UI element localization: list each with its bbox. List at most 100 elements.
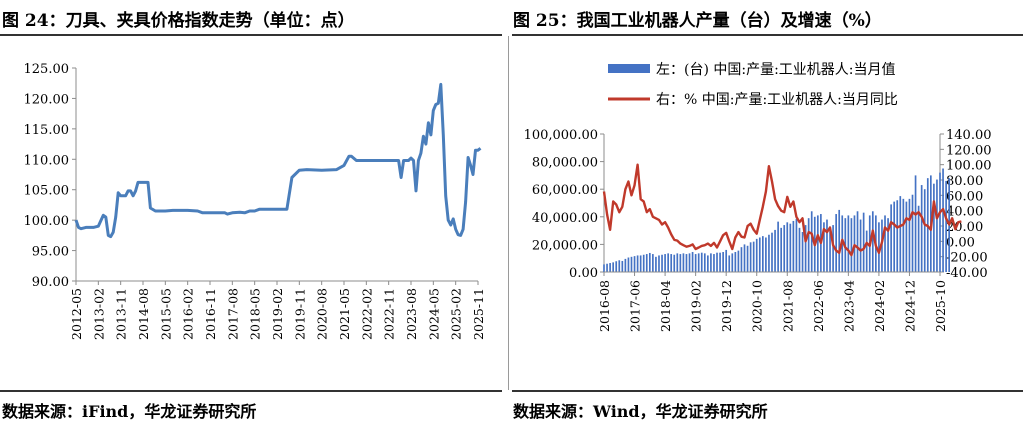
left-y-tick-label: 120.00 (24, 92, 70, 107)
production-bar (905, 201, 908, 272)
right-right-y-tick-label: 100.00 (946, 159, 992, 174)
legend-bar-swatch (608, 64, 650, 73)
production-bar (780, 227, 782, 272)
production-bar (612, 262, 614, 272)
production-bar (728, 255, 731, 272)
left-x-axis: 2012-05 2013-02 2013-11 2014-08 2015-05 2016-… (69, 280, 486, 340)
right-x-axis: 2016-08 2017-06 2018-04 2019-02 2019-12 2020-… (597, 271, 948, 332)
production-bar (917, 205, 920, 272)
production-bar (920, 185, 923, 272)
left-bottom-rule (0, 390, 502, 392)
left-y-tick-label: 115.00 (24, 123, 70, 138)
production-bar (798, 227, 801, 272)
right-x-tick-label: 2016-08 (597, 280, 612, 332)
production-bar (942, 168, 944, 272)
left-x-tick-label: 2022-02 (359, 288, 374, 340)
production-bar (758, 237, 761, 272)
production-bar (768, 234, 770, 272)
left-y-tick-label: 105.00 (24, 184, 70, 199)
production-bar (609, 263, 611, 272)
left-x-tick-label: 2023-08 (404, 288, 419, 340)
panel-divider (508, 36, 509, 390)
production-bar (829, 226, 831, 272)
right-left-y-tick-label: 20,000.00 (532, 238, 598, 253)
production-bar (655, 256, 657, 272)
left-x-tick-label: 2013-02 (91, 288, 106, 340)
right-x-tick-label: 2024-12 (902, 280, 917, 332)
left-x-tick-label: 2017-08 (225, 288, 240, 340)
production-bar (911, 194, 914, 272)
left-x-tick-label: 2025-02 (449, 288, 464, 340)
left-x-tick-label: 2019-02 (270, 288, 285, 340)
production-bar (884, 215, 886, 272)
left-x-tick-label: 2020-08 (315, 288, 330, 340)
yoy-growth-line (602, 163, 962, 257)
right-right-y-tick-label: 20.00 (946, 220, 983, 235)
left-x-tick-label: 2014-08 (136, 288, 151, 340)
right-right-y-tick-label: 140.00 (946, 128, 992, 143)
production-bar (703, 253, 706, 272)
right-x-tick-label: 2018-04 (658, 280, 673, 332)
production-bar (652, 254, 654, 272)
production-bar (801, 231, 804, 272)
production-bar (716, 252, 718, 272)
production-bar (621, 260, 624, 272)
production-bar (688, 253, 691, 272)
production-bar (737, 250, 740, 272)
left-y-tick-label: 125.00 (24, 62, 70, 77)
production-bar (713, 254, 715, 272)
production-bar (661, 254, 663, 272)
production-bar (792, 220, 795, 272)
production-bar (749, 242, 752, 272)
left-line-chart: 90.00 95.00 100.00 105.00 110.00 115.00 120.00… (24, 62, 487, 340)
production-bar (856, 211, 859, 272)
production-bar (700, 252, 703, 272)
right-right-y-axis: -40.00-20.000.0020.0040.0060.0080.00100.… (939, 128, 992, 281)
right-left-y-tick-label: 40,000.00 (532, 211, 598, 226)
production-bar (603, 264, 605, 272)
left-y-axis: 90.00 95.00 100.00 105.00 110.00 115.00 120.00… (24, 62, 77, 290)
production-bar (694, 254, 697, 272)
right-x-tick-label: 2017-06 (628, 280, 643, 332)
left-source-note: 数据来源：iFind，华龙证券研究所 (2, 402, 257, 421)
production-bar (795, 218, 798, 272)
production-bar (765, 237, 767, 272)
production-bar (923, 189, 926, 272)
production-bar (783, 225, 786, 272)
right-source-note: 数据来源：Wind，华龙证券研究所 (513, 402, 768, 421)
production-bar (887, 218, 889, 272)
production-bar (691, 251, 694, 272)
production-bar (823, 222, 825, 272)
right-x-tick-label: 2019-02 (689, 280, 704, 332)
production-bar (719, 252, 721, 272)
production-bar (752, 241, 755, 272)
production-bar (816, 215, 819, 272)
right-left-y-tick-label: 100,000.00 (524, 128, 598, 143)
production-bar (624, 258, 627, 272)
right-right-y-tick-label: -40.00 (946, 266, 988, 281)
production-bar (865, 230, 868, 272)
production-bar (710, 253, 712, 272)
production-bar (899, 196, 902, 272)
legend-line-label: 右：% 中国:产量:工业机器人:当月同比 (656, 92, 898, 108)
production-bar (838, 209, 841, 272)
right-x-tick-label: 2022-06 (811, 280, 826, 332)
production-bar (615, 261, 618, 272)
right-x-tick-label: 2025-10 (933, 280, 948, 332)
price-index-line (74, 82, 482, 239)
production-bar (902, 198, 905, 272)
right-left-y-axis: 0.00 20,000.00 40,000.00 60,000.00 80,000.00… (524, 128, 605, 281)
production-bar (636, 255, 639, 272)
production-bar (676, 253, 679, 272)
production-bar (826, 219, 828, 272)
right-x-tick-label: 2023-04 (841, 280, 856, 332)
production-bar (853, 215, 856, 272)
production-bar (697, 253, 700, 272)
production-bar (890, 204, 892, 272)
production-bar (670, 254, 673, 272)
production-bar (832, 225, 834, 272)
production-bar (679, 254, 682, 272)
production-bar (658, 255, 660, 272)
